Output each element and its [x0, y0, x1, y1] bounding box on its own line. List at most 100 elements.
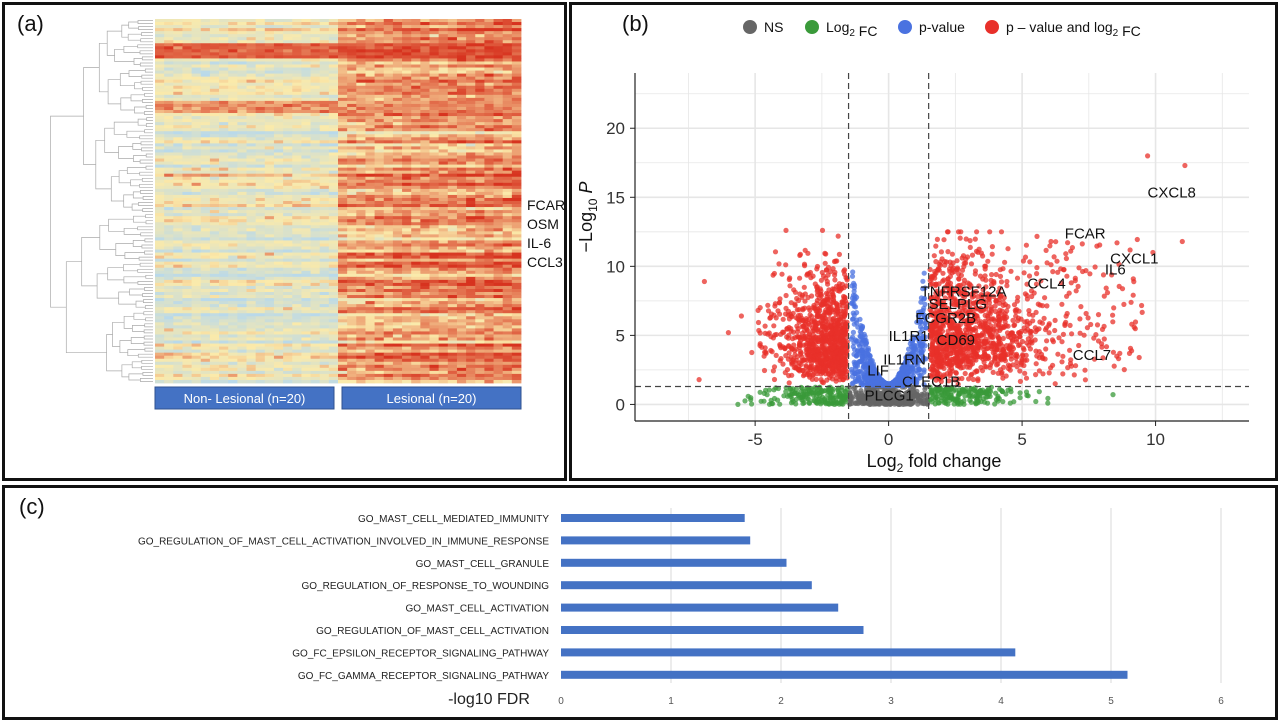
- heatmap-cell: [484, 106, 494, 111]
- heatmap-cell: [429, 352, 440, 357]
- heatmap-cell: [164, 316, 174, 320]
- heatmap-cell: [200, 49, 211, 53]
- heatmap-cell: [164, 137, 174, 141]
- heatmap-cell: [328, 143, 339, 147]
- heatmap-cell: [356, 240, 366, 244]
- heatmap-cell: [365, 49, 375, 53]
- heatmap-cell: [347, 149, 357, 153]
- heatmap-cell: [429, 67, 440, 71]
- heatmap-cell: [228, 73, 238, 78]
- heatmap-cell: [383, 310, 394, 314]
- heatmap-cell: [219, 182, 229, 187]
- heatmap-cell: [182, 267, 192, 272]
- heatmap-cell: [502, 367, 513, 372]
- heatmap-cell: [283, 19, 293, 23]
- dendrogram-branch: [141, 177, 153, 182]
- heatmap-cell: [484, 282, 494, 287]
- heatmap-cell: [383, 376, 394, 381]
- heatmap-cell: [383, 316, 394, 320]
- heatmap-cell: [283, 22, 293, 26]
- heatmap-cell: [392, 49, 403, 53]
- heatmap-cell: [365, 282, 375, 287]
- heatmap-cell: [475, 237, 485, 241]
- heatmap-cell: [402, 288, 412, 293]
- heatmap-cell: [264, 185, 275, 190]
- heatmap-cell: [264, 176, 275, 181]
- dendrogram-branch: [110, 176, 124, 202]
- heatmap-cell: [219, 201, 229, 205]
- heatmap-cell: [493, 31, 504, 35]
- heatmap-cell: [484, 152, 494, 156]
- heatmap-cell: [356, 346, 366, 351]
- heatmap-cell: [383, 231, 394, 235]
- heatmap-cell: [283, 140, 293, 144]
- heatmap-cell: [511, 379, 522, 384]
- heatmap-cell: [338, 301, 348, 305]
- heatmap-cell: [310, 191, 321, 196]
- heatmap-cell: [264, 170, 275, 175]
- heatmap-cell: [237, 292, 247, 296]
- heatmap-cell: [456, 134, 467, 138]
- heatmap-cell: [383, 325, 394, 329]
- heatmap-cell: [447, 61, 458, 65]
- heatmap-cell: [511, 22, 522, 26]
- heatmap-cell: [328, 331, 339, 335]
- heatmap-cell: [402, 122, 412, 126]
- heatmap-cell: [246, 49, 257, 53]
- heatmap-cell: [209, 316, 220, 320]
- heatmap-cell: [502, 149, 513, 153]
- heatmap-cell: [392, 292, 403, 296]
- heatmap-cell: [191, 164, 202, 169]
- heatmap-cell: [456, 152, 467, 156]
- heatmap-cell: [365, 131, 375, 135]
- heatmap-cell: [237, 346, 247, 351]
- heatmap-cell: [466, 37, 476, 41]
- heatmap-cell: [191, 322, 202, 326]
- heatmap-cell: [209, 282, 220, 287]
- heatmap-cell: [200, 191, 211, 196]
- heatmap-cell: [411, 252, 421, 256]
- heatmap-cell: [383, 152, 394, 156]
- heatmap-cell: [173, 379, 183, 384]
- heatmap-cell: [328, 270, 339, 275]
- heatmap-cell: [164, 349, 174, 354]
- heatmap-cell: [392, 225, 403, 229]
- heatmap-cell: [420, 119, 430, 123]
- heatmap-cell: [264, 331, 275, 335]
- heatmap-cell: [155, 201, 165, 205]
- heatmap-cell: [292, 143, 302, 147]
- dendrogram-branch: [135, 300, 146, 308]
- heatmap-cell: [209, 270, 220, 275]
- heatmap-cell: [392, 249, 403, 253]
- heatmap-cell: [301, 67, 311, 71]
- heatmap-cell: [328, 94, 339, 99]
- heatmap-cell: [511, 225, 522, 229]
- heatmap-cell: [228, 113, 238, 117]
- heatmap-cell: [447, 146, 458, 150]
- heatmap-cell: [402, 252, 412, 256]
- heatmap-cell: [374, 243, 385, 247]
- heatmap-cell: [402, 43, 412, 47]
- heatmap-cell: [200, 194, 211, 199]
- heatmap-cell: [273, 97, 284, 102]
- heatmap-cell: [447, 319, 458, 323]
- heatmap-cell: [511, 355, 522, 360]
- heatmap-cell: [356, 237, 366, 241]
- heatmap-cell: [475, 370, 485, 375]
- dendrogram-branch: [137, 20, 153, 24]
- heatmap-cell: [283, 106, 293, 111]
- heatmap-cell: [319, 137, 330, 141]
- heatmap-cell: [246, 346, 257, 351]
- heatmap-cell: [456, 103, 467, 108]
- heatmap-cell: [164, 346, 174, 351]
- heatmap-cell: [164, 197, 174, 202]
- heatmap-cell: [255, 370, 266, 375]
- heatmap-cell: [475, 288, 485, 293]
- heatmap-cell: [292, 49, 302, 53]
- dendrogram-branch: [143, 335, 153, 340]
- heatmap-cell: [356, 361, 366, 366]
- heatmap-cell: [365, 88, 375, 93]
- heatmap-cell: [356, 31, 366, 35]
- heatmap-cell: [200, 231, 211, 235]
- heatmap-cell: [374, 161, 385, 165]
